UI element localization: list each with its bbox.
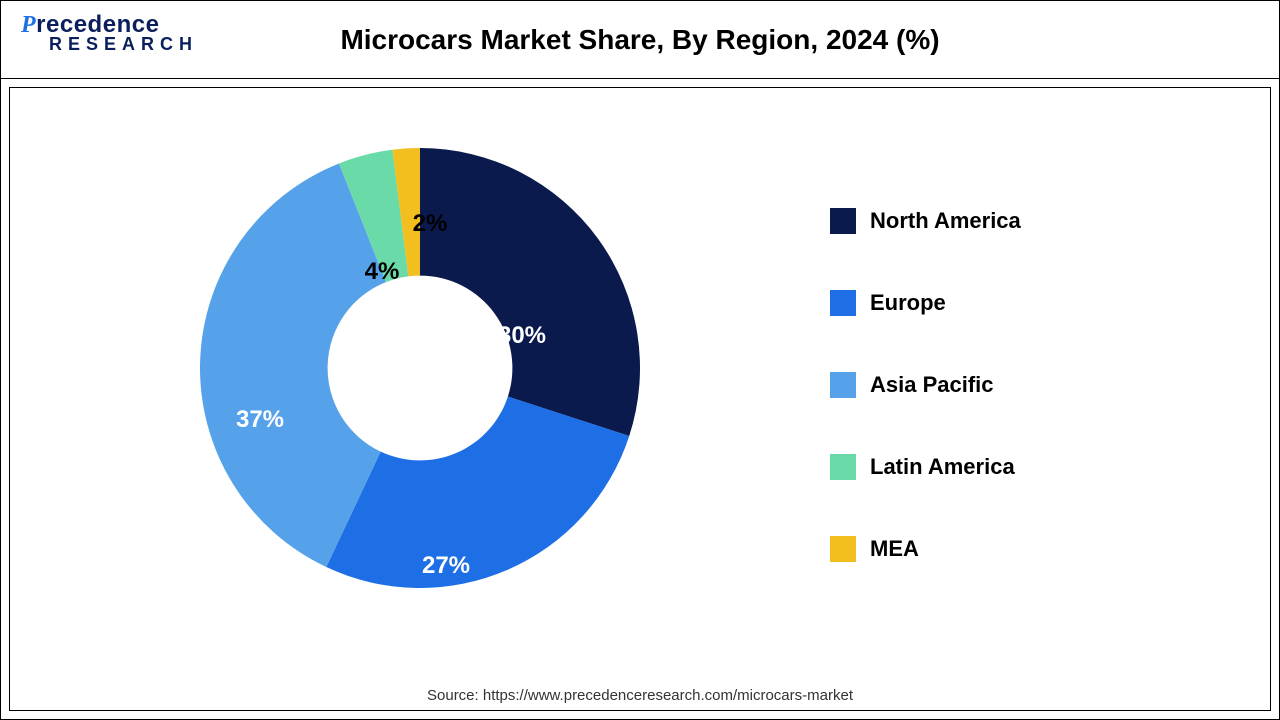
slice-label-north-america: 30% <box>498 322 546 350</box>
legend-item-asia-pacific: Asia Pacific <box>830 372 1021 398</box>
logo-first-letter: P <box>21 12 36 38</box>
title-bar: Precedence RESEARCH Microcars Market Sha… <box>1 1 1279 79</box>
slice-label-mea: 2% <box>413 210 448 238</box>
legend: North America Europe Asia Pacific Latin Ame… <box>830 208 1021 562</box>
brand-logo: Precedence RESEARCH <box>21 13 198 53</box>
slice-label-europe: 27% <box>422 552 470 580</box>
legend-item-mea: MEA <box>830 536 1021 562</box>
slice-label-asia-pacific: 37% <box>236 406 284 434</box>
legend-label: Asia Pacific <box>870 372 994 398</box>
legend-label: Europe <box>870 290 946 316</box>
legend-item-europe: Europe <box>830 290 1021 316</box>
legend-swatch <box>830 372 856 398</box>
legend-swatch <box>830 454 856 480</box>
chart-area: North America Europe Asia Pacific Latin Ame… <box>9 87 1271 711</box>
slice-europe <box>326 397 629 588</box>
legend-swatch <box>830 290 856 316</box>
chart-title: Microcars Market Share, By Region, 2024 … <box>340 24 939 56</box>
legend-label: North America <box>870 208 1021 234</box>
slice-north-america <box>420 148 640 436</box>
legend-label: MEA <box>870 536 919 562</box>
legend-swatch <box>830 208 856 234</box>
chart-container: Precedence RESEARCH Microcars Market Sha… <box>0 0 1280 720</box>
logo-text-sub: RESEARCH <box>49 35 198 53</box>
source-text: Source: https://www.precedenceresearch.c… <box>10 687 1270 704</box>
legend-item-latin-america: Latin America <box>830 454 1021 480</box>
legend-swatch <box>830 536 856 562</box>
legend-label: Latin America <box>870 454 1015 480</box>
slice-label-latin-america: 4% <box>365 258 400 286</box>
legend-item-north-america: North America <box>830 208 1021 234</box>
